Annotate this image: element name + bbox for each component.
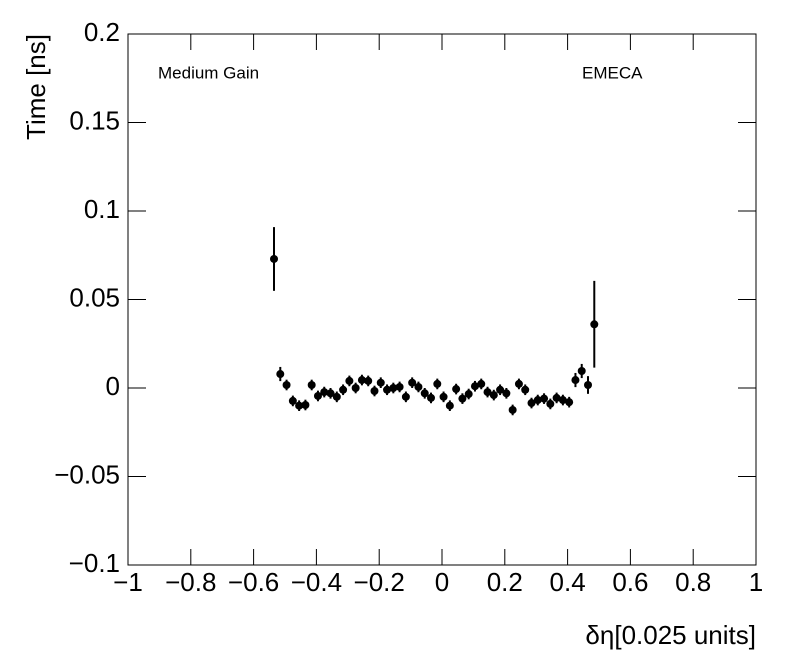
data-point: [395, 382, 404, 391]
data-point: [401, 392, 410, 401]
data-point: [295, 401, 304, 410]
data-point: [502, 389, 511, 398]
data-point: [514, 379, 523, 388]
data-point: [276, 370, 285, 379]
x-tick-label: 0.6: [612, 567, 648, 597]
data-point: [527, 399, 536, 408]
data-point: [552, 393, 561, 402]
y-tick-label: 0.2: [84, 17, 120, 47]
data-point: [439, 392, 448, 401]
data-point: [458, 394, 467, 403]
data-point: [540, 394, 549, 403]
data-point: [408, 378, 417, 387]
data-point: [483, 388, 492, 397]
data-point: [301, 400, 310, 409]
annotation: Medium Gain: [158, 63, 259, 82]
data-point: [584, 380, 593, 389]
data-point: [339, 385, 348, 394]
x-tick-label: −1: [113, 567, 143, 597]
x-tick-label: −0.8: [165, 567, 216, 597]
data-point: [414, 382, 423, 391]
plot-frame: [127, 33, 757, 566]
data-point: [370, 387, 379, 396]
data-point: [489, 391, 498, 400]
data-point: [351, 384, 360, 392]
data-point: [282, 380, 291, 389]
x-tick-label: 0.4: [550, 567, 586, 597]
data-point: [590, 320, 599, 329]
x-tick-label: −0.2: [354, 567, 405, 597]
y-tick-label: 0.15: [69, 105, 120, 135]
x-tick-label: 0.2: [487, 567, 523, 597]
data-point: [326, 389, 335, 398]
data-point: [477, 379, 486, 388]
data-point: [307, 380, 316, 389]
data-point: [445, 401, 454, 410]
data-point: [571, 376, 580, 385]
y-tick-label: 0.05: [69, 282, 120, 312]
x-tick-label: 0: [435, 567, 449, 597]
y-tick-label: 0: [106, 371, 120, 401]
data-point: [320, 388, 329, 397]
data-point: [420, 389, 429, 398]
data-point: [558, 396, 567, 405]
data-point: [270, 254, 279, 263]
data-point: [508, 405, 517, 414]
x-axis-title: δη[0.025 units]: [585, 620, 756, 650]
data-point: [364, 376, 373, 385]
data-point: [332, 392, 341, 401]
data-point: [452, 385, 461, 394]
x-tick-label: −0.4: [291, 567, 342, 597]
data-point: [533, 396, 542, 405]
data-point: [288, 396, 297, 405]
x-tick-label: 1: [749, 567, 763, 597]
data-point: [357, 376, 366, 385]
annotation: EMECA: [582, 63, 643, 82]
data-point: [389, 384, 398, 392]
data-point: [546, 399, 555, 408]
data-point: [470, 382, 479, 391]
x-tick-label: 0.8: [675, 567, 711, 597]
data-point: [427, 393, 436, 402]
y-tick-label: −0.05: [54, 459, 120, 489]
data-point: [345, 376, 354, 385]
y-tick-label: −0.1: [69, 548, 120, 578]
y-tick-label: 0.1: [84, 194, 120, 224]
data-point: [383, 385, 392, 394]
data-point: [433, 379, 442, 388]
y-axis-title: Time [ns]: [21, 34, 51, 140]
data-point: [376, 378, 385, 387]
data-point: [521, 385, 530, 394]
x-tick-label: −0.6: [228, 567, 279, 597]
data-point: [565, 398, 574, 407]
data-point: [496, 385, 505, 394]
data-point: [313, 391, 322, 400]
data-point: [577, 367, 586, 376]
data-point: [464, 390, 473, 399]
